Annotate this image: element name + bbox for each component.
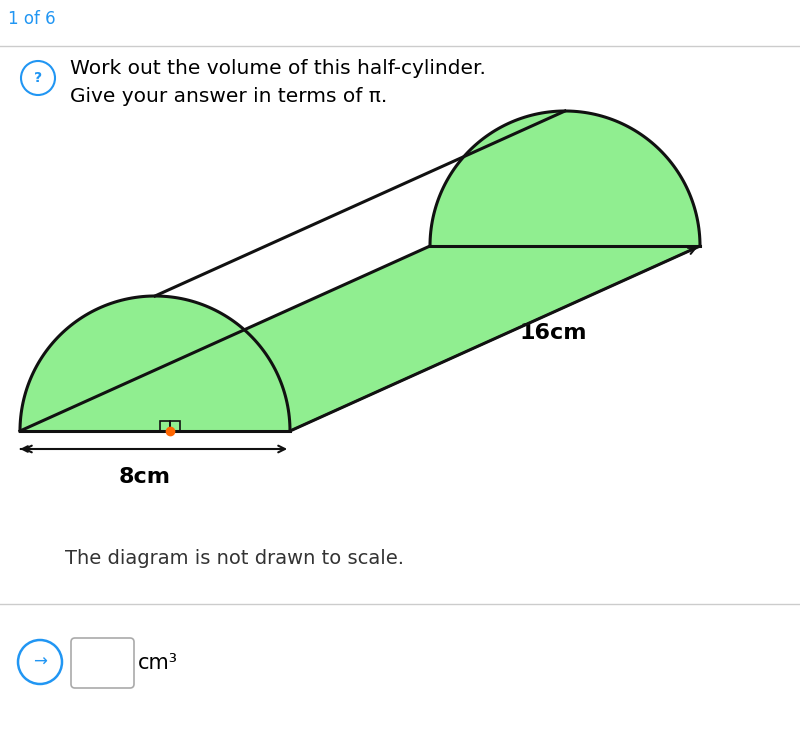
Polygon shape <box>20 246 700 431</box>
Text: 1 of 6: 1 of 6 <box>8 10 56 28</box>
Text: →: → <box>33 653 47 671</box>
Text: 16cm: 16cm <box>520 324 587 344</box>
Text: Give your answer in terms of π.: Give your answer in terms of π. <box>70 87 387 105</box>
Text: Work out the volume of this half-cylinder.: Work out the volume of this half-cylinde… <box>70 58 486 77</box>
Text: 8cm: 8cm <box>119 467 171 487</box>
Text: cm³: cm³ <box>138 653 178 673</box>
Text: The diagram is not drawn to scale.: The diagram is not drawn to scale. <box>65 549 404 568</box>
Text: ?: ? <box>34 71 42 85</box>
Polygon shape <box>20 296 290 431</box>
Polygon shape <box>430 111 700 246</box>
Polygon shape <box>20 111 700 431</box>
FancyBboxPatch shape <box>71 638 134 688</box>
